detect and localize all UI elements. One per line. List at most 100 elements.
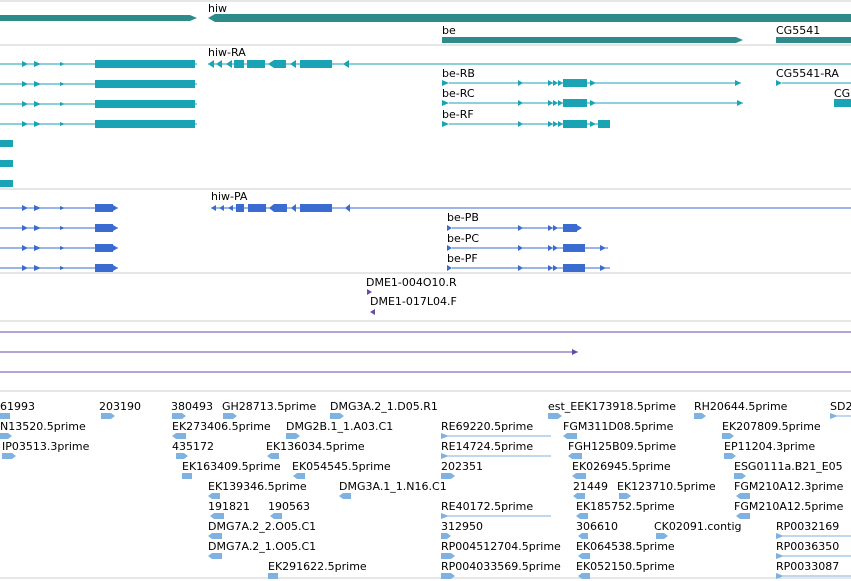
est-feature[interactable]: EK291622.5prime [268, 560, 367, 579]
est-glyph [270, 513, 282, 519]
est-feature[interactable]: 435172 [172, 440, 214, 459]
est-feature[interactable]: RP004033569.5prime [441, 560, 561, 579]
est-feature[interactable]: DMG3A.2_1.D05.R1 [330, 400, 438, 419]
est-feature[interactable]: 202351 [441, 460, 483, 479]
est-feature[interactable]: EK273406.5prime [172, 420, 271, 439]
est-feature[interactable]: FGH125B09.5prime [568, 440, 676, 459]
est-feature[interactable]: EK185752.5prime [576, 500, 675, 519]
est-feature[interactable]: N13520.5prime [0, 420, 86, 439]
est-glyph [182, 473, 192, 479]
est-feature[interactable]: FGM311D08.5prime [563, 420, 674, 439]
est-label: DMG7A.2_1.O05.C1 [208, 540, 316, 553]
exon-block [563, 79, 587, 87]
transcript-feature[interactable]: be-PF [447, 252, 610, 272]
est-feature[interactable]: GH28713.5prime [222, 400, 317, 419]
gene-feature[interactable] [0, 15, 197, 21]
gene-bar [0, 15, 190, 21]
est-feature[interactable]: FGM210A12.3prime [734, 480, 844, 499]
est-feature[interactable]: est_EEK173918.5prime [548, 400, 676, 419]
est-feature[interactable]: EK052150.5prime [576, 560, 675, 579]
exon-arrow [590, 80, 596, 86]
est-feature[interactable]: 380493 [171, 400, 213, 419]
est-feature[interactable]: RP0032169 [776, 520, 851, 539]
transcript-feature[interactable]: be-RF [442, 108, 610, 128]
probe-feature[interactable]: DME1-017L04.F [370, 295, 457, 315]
transcript-feature[interactable]: be-PB [447, 211, 582, 232]
est-feature[interactable]: EK123710.5prime [617, 480, 716, 499]
est-label: EK185752.5prime [576, 500, 675, 513]
est-feature[interactable]: 203190 [99, 400, 141, 419]
exon-arrow [518, 245, 523, 251]
exon-arrow [34, 205, 41, 211]
est-feature[interactable]: EK064538.5prime [576, 540, 675, 559]
est-feature[interactable]: RE14724.5prime [441, 440, 551, 459]
est-feature[interactable]: EK136034.5prime [266, 440, 365, 459]
est-feature[interactable]: CK02091.contig [654, 520, 741, 539]
est-feature[interactable]: IP03513.3prime [2, 440, 90, 459]
gene-feature[interactable]: hiw [208, 2, 851, 22]
est-feature[interactable]: DMG3A.1_1.N16.C1 [339, 480, 447, 499]
transcript-feature[interactable]: CG [834, 87, 851, 107]
transcript-feature[interactable]: be-PC [447, 232, 608, 252]
est-feature[interactable]: 191821 [208, 500, 250, 519]
est-label: EK064538.5prime [576, 540, 675, 553]
est-label: EK054545.5prime [292, 460, 391, 473]
est-feature[interactable]: DMG2B.1_1.A03.C1 [286, 420, 393, 439]
exon-block[interactable] [0, 160, 13, 167]
est-label: 190563 [268, 500, 310, 513]
est-label: RP004512704.5prime [441, 540, 561, 553]
est-feature[interactable]: DMG7A.2_2.O05.C1 [208, 520, 316, 539]
est-feature[interactable]: DMG7A.2_1.O05.C1 [208, 540, 316, 559]
transcript-feature[interactable] [0, 244, 118, 252]
est-feature[interactable]: RP004512704.5prime [441, 540, 561, 559]
transcript-feature[interactable] [0, 204, 118, 212]
est-feature[interactable]: 312950 [441, 520, 483, 539]
est-feature[interactable]: EK163409.5prime [182, 460, 281, 479]
est-glyph [576, 513, 588, 519]
exon-arrow [60, 246, 65, 250]
est-feature[interactable]: EK054545.5prime [292, 460, 391, 479]
exon-block[interactable] [0, 180, 13, 187]
transcript-feature[interactable]: be-RB [442, 67, 741, 87]
est-feature[interactable]: EP11204.3prime [724, 440, 815, 459]
transcript-feature[interactable]: hiw-PA [211, 190, 851, 212]
est-feature[interactable]: RP0036350 [776, 540, 851, 559]
est-feature[interactable]: RP0033087 [776, 560, 851, 579]
est-feature[interactable]: RE69220.5prime [441, 420, 551, 439]
est-feature[interactable]: EK026945.5prime [572, 460, 671, 479]
est-feature[interactable]: 306610 [576, 520, 618, 539]
est-feature[interactable]: SD2 [830, 400, 851, 419]
gene-feature[interactable]: be [442, 24, 743, 43]
gene-feature[interactable]: CG5541 [776, 24, 851, 43]
est-glyph [208, 533, 222, 539]
transcript-feature[interactable] [0, 60, 197, 68]
est-glyph [736, 513, 750, 519]
exon-block[interactable] [0, 140, 13, 147]
transcript-feature[interactable] [0, 80, 197, 88]
exon-block [274, 60, 286, 68]
est-feature[interactable]: EK207809.5prime [722, 420, 821, 439]
est-feature[interactable]: RH20644.5prime [694, 400, 788, 419]
transcript-feature[interactable] [0, 264, 118, 272]
exon-arrow [34, 101, 41, 107]
transcript-label: be-RF [442, 108, 474, 121]
est-label: EK273406.5prime [172, 420, 271, 433]
est-feature[interactable]: EK139346.5prime [208, 480, 307, 499]
transcript-feature[interactable]: be-RC [442, 87, 743, 107]
est-feature[interactable]: 190563 [268, 500, 310, 519]
est-feature[interactable]: ESG0111a.B21_E05 [734, 460, 843, 479]
est-label: EK207809.5prime [722, 420, 821, 433]
est-feature[interactable]: 61993 [0, 400, 35, 419]
est-feature[interactable]: RE40172.5prime [441, 500, 551, 519]
probe-feature[interactable]: DME1-004O10.R [366, 276, 457, 295]
est-label: RH20644.5prime [694, 400, 788, 413]
est-feature[interactable]: FGM210A12.5prime [734, 500, 844, 519]
transcript-feature[interactable]: CG5541-RA [776, 67, 851, 86]
transcript-feature[interactable] [0, 120, 197, 128]
est-feature[interactable]: 21449 [573, 480, 608, 499]
transcript-feature[interactable] [0, 100, 197, 108]
exon-arrow [518, 100, 523, 106]
transcript-feature[interactable] [0, 224, 118, 232]
exon-arrow [34, 225, 41, 231]
transcript-feature[interactable]: hiw-RA [208, 46, 851, 68]
